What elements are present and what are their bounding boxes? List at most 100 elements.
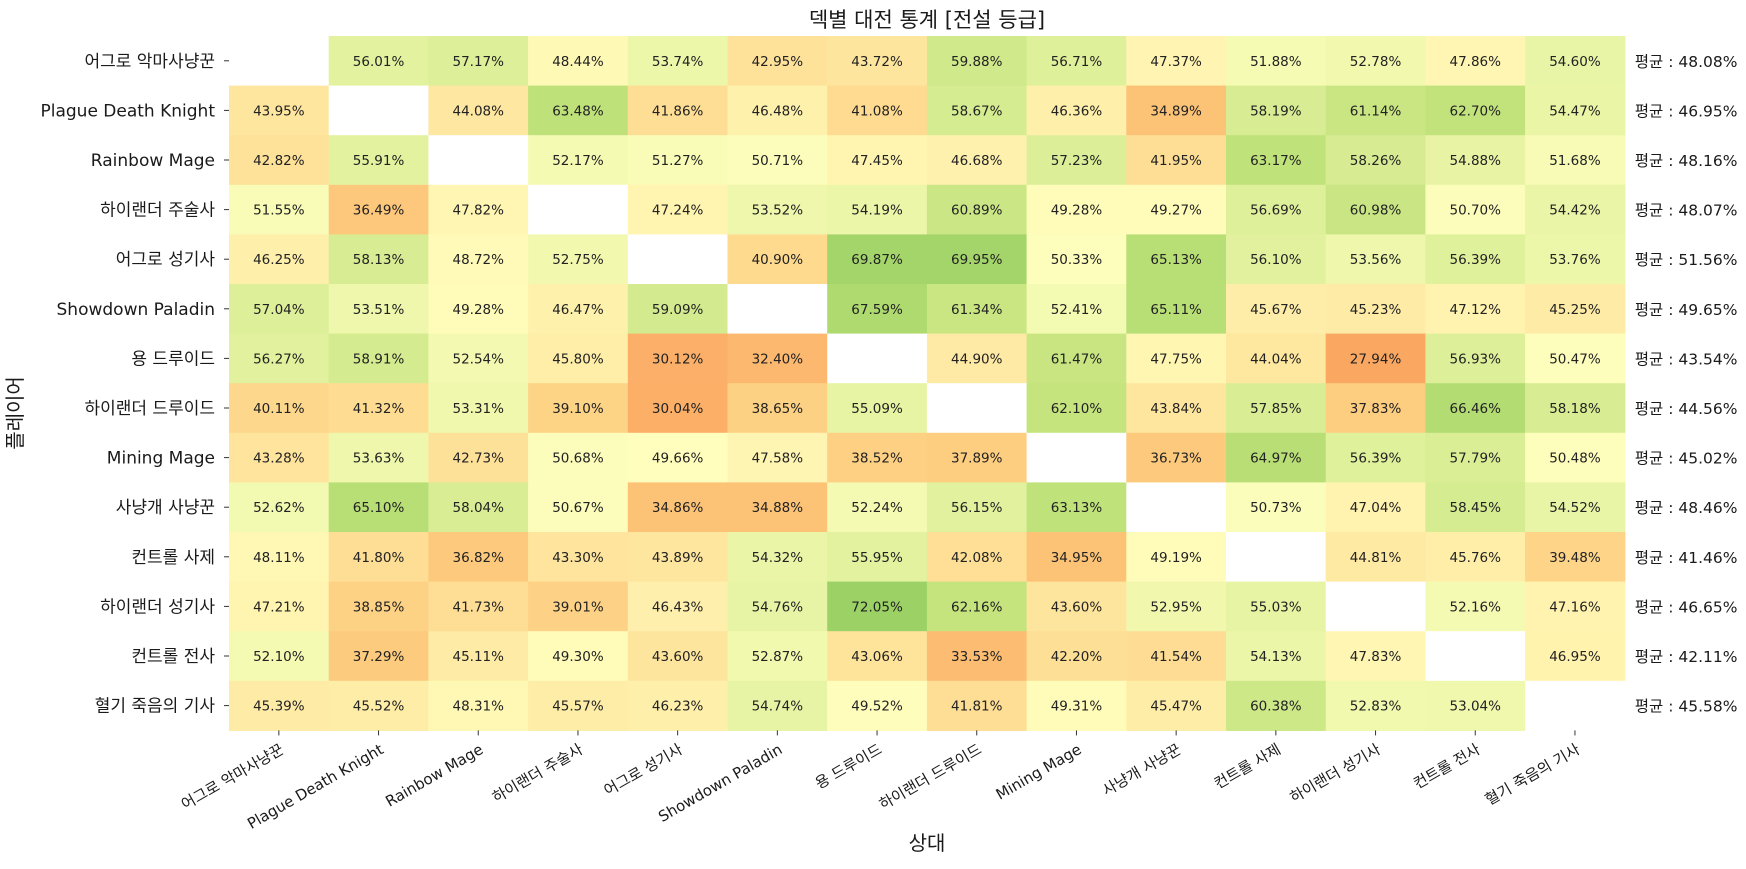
heatmap-cell <box>328 532 429 583</box>
heatmap-cell <box>926 184 1028 235</box>
cell-value-label: 43.30% <box>552 550 604 566</box>
heatmap-cell <box>1325 184 1426 235</box>
cell-value-label: 46.25% <box>253 252 305 268</box>
heatmap-cell <box>1226 36 1327 87</box>
cell-value-label: 49.28% <box>1051 203 1103 219</box>
heatmap-cell <box>328 284 429 335</box>
heatmap-cell <box>827 184 928 235</box>
cell-value-label: 56.10% <box>1250 252 1302 268</box>
heatmap-cell <box>1325 680 1426 731</box>
cell-value-label: 52.78% <box>1350 54 1402 70</box>
heatmap-cell <box>627 234 729 285</box>
row-labels: 어그로 악마사냥꾼 Plague Death Knight Rainbow Mage… <box>40 52 229 717</box>
heatmap-cell <box>1525 333 1626 384</box>
cell-value-label: 50.33% <box>1051 252 1103 268</box>
heatmap-cell <box>727 36 828 87</box>
cell-value-label: 69.87% <box>851 252 903 268</box>
cell-value-label: 46.36% <box>1051 103 1103 119</box>
cell-value-label: 57.79% <box>1450 451 1502 467</box>
cell-value-label: 53.04% <box>1450 699 1502 715</box>
heatmap-cell <box>926 532 1028 583</box>
heatmap-cell <box>827 432 928 483</box>
heatmap-cell <box>229 135 330 186</box>
cell-value-label: 65.11% <box>1150 302 1202 318</box>
cell-value-label: 66.46% <box>1450 401 1502 417</box>
cell-value-label: 57.85% <box>1250 401 1302 417</box>
heatmap-cell <box>1425 284 1526 335</box>
row-label: Rainbow Mage <box>91 151 215 171</box>
cell-value-label: 61.14% <box>1350 103 1402 119</box>
cell-value-label: 39.48% <box>1549 550 1601 566</box>
cell-value-label: 41.08% <box>851 103 903 119</box>
heatmap-cell <box>627 631 729 682</box>
heatmap-cell <box>1026 680 1127 731</box>
heatmap-cell <box>727 631 828 682</box>
cell-value-label: 53.76% <box>1549 252 1601 268</box>
heatmap-cell <box>827 631 928 682</box>
heatmap-cell <box>1425 432 1526 483</box>
cell-value-label: 46.47% <box>552 302 604 318</box>
heatmap-cell <box>1026 284 1127 335</box>
heatmap-cell <box>428 631 529 682</box>
heatmap-cell <box>727 85 828 136</box>
heatmap-cell <box>1525 36 1626 87</box>
cell-value-label: 36.73% <box>1150 451 1202 467</box>
cell-value-label: 45.47% <box>1150 699 1202 715</box>
cell-value-label: 54.32% <box>752 550 804 566</box>
heatmap-cell <box>1525 581 1626 632</box>
cell-value-label: 42.08% <box>951 550 1003 566</box>
heatmap-cell <box>528 383 629 434</box>
heatmap-cell <box>1126 36 1227 87</box>
cell-value-label: 45.80% <box>552 351 604 367</box>
heatmap-cells: 56.01% 57.17% 48.44% 53.74% 42.95% 43.72% 59.8… <box>229 36 1626 731</box>
cell-value-label: 37.83% <box>1350 401 1402 417</box>
heatmap-cell <box>428 135 529 186</box>
cell-value-label: 39.10% <box>552 401 604 417</box>
x-axis-title: 상대 <box>909 831 946 855</box>
heatmap-cell <box>1525 85 1626 136</box>
heatmap-cell <box>528 184 629 235</box>
cell-value-label: 58.67% <box>951 103 1003 119</box>
cell-value-label: 55.95% <box>851 550 903 566</box>
heatmap-cell <box>827 36 928 87</box>
heatmap-cell <box>528 333 629 384</box>
column-label: 혈기 죽음의 기사 <box>1482 740 1583 809</box>
cell-value-label: 67.59% <box>851 302 903 318</box>
cell-value-label: 60.38% <box>1250 699 1302 715</box>
cell-value-label: 49.28% <box>453 302 505 318</box>
heatmap-cell <box>1126 383 1227 434</box>
row-average-label: 평균 : 41.46% <box>1635 549 1738 567</box>
heatmap-cell <box>1425 581 1526 632</box>
cell-value-label: 42.20% <box>1051 649 1103 665</box>
cell-value-label: 27.94% <box>1350 351 1402 367</box>
heatmap-cell <box>528 85 629 136</box>
heatmap-cell <box>328 581 429 632</box>
heatmap-cell <box>428 581 529 632</box>
heatmap-cell <box>229 85 330 136</box>
cell-value-label: 47.75% <box>1150 351 1202 367</box>
heatmap-cell <box>528 36 629 87</box>
column-label: 하이랜더 주술사 <box>489 740 586 806</box>
cell-value-label: 46.95% <box>1549 649 1601 665</box>
cell-value-label: 47.24% <box>652 203 704 219</box>
heatmap-cell <box>428 85 529 136</box>
y-axis-title: 플레이어 <box>3 376 27 450</box>
cell-value-label: 57.04% <box>253 302 305 318</box>
cell-value-label: 52.24% <box>851 500 903 516</box>
cell-value-label: 47.12% <box>1450 302 1502 318</box>
cell-value-label: 55.09% <box>851 401 903 417</box>
cell-value-label: 46.23% <box>652 699 704 715</box>
heatmap-cell <box>328 184 429 235</box>
cell-value-label: 56.01% <box>353 54 405 70</box>
heatmap-cell <box>1425 383 1526 434</box>
cell-value-label: 55.91% <box>353 153 405 169</box>
heatmap-cell <box>1226 482 1327 533</box>
cell-value-label: 44.04% <box>1250 351 1302 367</box>
heatmap-cell <box>1425 85 1526 136</box>
cell-value-label: 32.40% <box>752 351 804 367</box>
row-label: Showdown Paladin <box>57 300 215 320</box>
cell-value-label: 43.84% <box>1150 401 1202 417</box>
row-label: 어그로 악마사냥꾼 <box>84 52 215 72</box>
heatmap-cell <box>627 532 729 583</box>
cell-value-label: 45.52% <box>353 699 405 715</box>
